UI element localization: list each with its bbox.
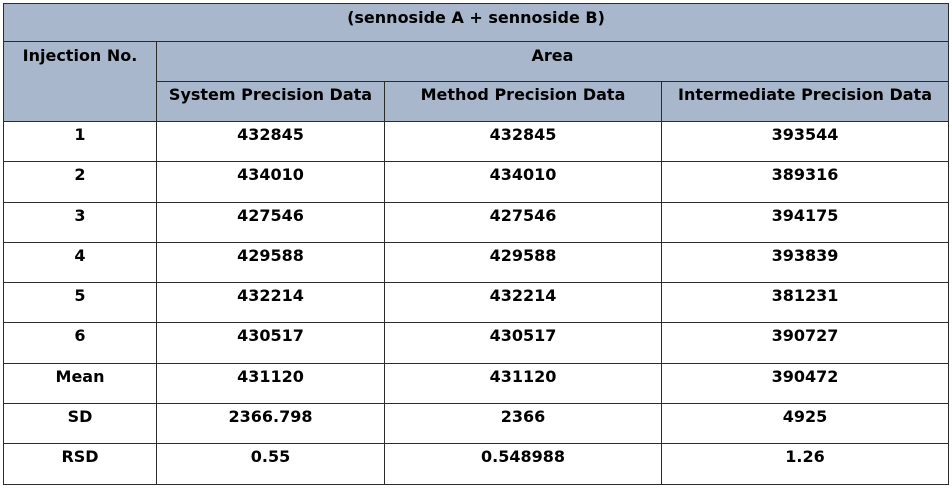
intermediate-precision-cell: 393839 <box>661 241 949 284</box>
table-title: (sennoside A + sennoside B) <box>3 3 949 42</box>
system-precision-cell: 427546 <box>156 201 385 243</box>
table-row: RSD 0.55 0.548988 1.26 <box>3 443 949 485</box>
row-label: 5 <box>3 282 157 324</box>
intermediate-precision-cell: 381231 <box>661 282 949 324</box>
system-precision-cell: 431120 <box>156 362 385 405</box>
row-label: 6 <box>3 322 157 364</box>
system-precision-cell: 0.55 <box>156 443 385 485</box>
method-precision-cell: 430517 <box>384 322 662 364</box>
system-precision-cell: 2366.798 <box>156 403 385 445</box>
system-precision-cell: 432214 <box>156 282 385 324</box>
system-precision-cell: 429588 <box>156 241 385 284</box>
area-header: Area <box>156 41 949 82</box>
system-precision-header: System Precision Data <box>156 81 385 122</box>
table-row: 6 430517 430517 390727 <box>3 322 949 364</box>
table-row: 4 429588 429588 393839 <box>3 241 949 284</box>
injection-no-header: Injection No. <box>3 41 157 122</box>
table-title-row: (sennoside A + sennoside B) <box>3 3 949 42</box>
table-row: 2 434010 434010 389316 <box>3 161 949 203</box>
system-precision-cell: 430517 <box>156 322 385 364</box>
row-label: 4 <box>3 241 157 284</box>
table-row: Mean 431120 431120 390472 <box>3 362 949 405</box>
method-precision-header: Method Precision Data <box>384 81 662 122</box>
method-precision-cell: 431120 <box>384 362 662 405</box>
intermediate-precision-header: Intermediate Precision Data <box>661 81 949 122</box>
row-label: 3 <box>3 201 157 243</box>
method-precision-cell: 427546 <box>384 201 662 243</box>
intermediate-precision-cell: 1.26 <box>661 443 949 485</box>
intermediate-precision-cell: 4925 <box>661 403 949 445</box>
table-row: SD 2366.798 2366 4925 <box>3 403 949 445</box>
row-label: 2 <box>3 161 157 203</box>
method-precision-cell: 0.548988 <box>384 443 662 485</box>
table-row: 5 432214 432214 381231 <box>3 282 949 324</box>
intermediate-precision-cell: 393544 <box>661 120 949 163</box>
row-label: 1 <box>3 120 157 163</box>
system-precision-cell: 434010 <box>156 161 385 203</box>
method-precision-cell: 434010 <box>384 161 662 203</box>
system-precision-cell: 432845 <box>156 120 385 163</box>
intermediate-precision-cell: 394175 <box>661 201 949 243</box>
method-precision-cell: 429588 <box>384 241 662 284</box>
method-precision-cell: 2366 <box>384 403 662 445</box>
method-precision-cell: 432845 <box>384 120 662 163</box>
row-label: RSD <box>3 443 157 485</box>
precision-data-table: (sennoside A + sennoside B) Injection No… <box>3 3 949 485</box>
table-row: 3 427546 427546 394175 <box>3 201 949 243</box>
intermediate-precision-cell: 389316 <box>661 161 949 203</box>
row-label: SD <box>3 403 157 445</box>
column-header-row: System Precision Data Method Precision D… <box>4 81 949 122</box>
area-header-row: Injection No. Area <box>3 41 949 122</box>
intermediate-precision-cell: 390472 <box>661 362 949 405</box>
row-label: Mean <box>3 362 157 405</box>
table-row: 1 432845 432845 393544 <box>3 120 949 163</box>
method-precision-cell: 432214 <box>384 282 662 324</box>
intermediate-precision-cell: 390727 <box>661 322 949 364</box>
table-body: 1 432845 432845 393544 2 434010 434010 389316 3 4… <box>3 120 949 485</box>
